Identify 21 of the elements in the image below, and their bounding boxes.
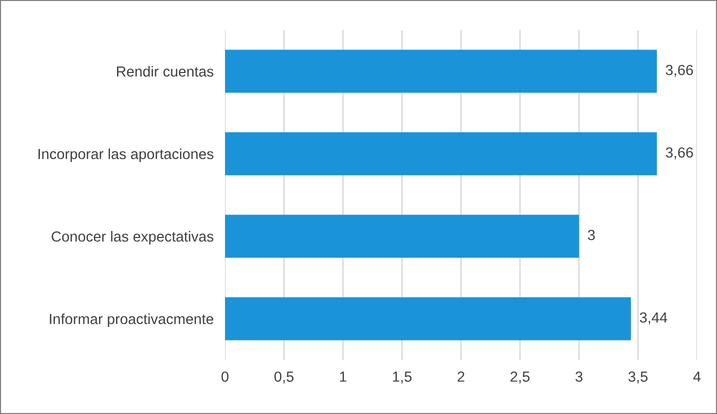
x-tick-label: 2 — [458, 371, 464, 382]
x-tick-label: 0 — [222, 371, 228, 382]
bar — [225, 214, 579, 258]
bar — [225, 132, 657, 176]
data-label: 3,44 — [640, 312, 668, 324]
bar — [225, 297, 631, 340]
x-tick-label: 3 — [576, 371, 582, 382]
y-tick-label: Informar proactivacmente — [50, 313, 214, 328]
y-tick-label: Incorporar las aportaciones — [38, 148, 214, 162]
data-label: 3,66 — [666, 147, 693, 160]
x-tick-label: 2,5 — [510, 371, 530, 384]
x-tick-label: 1,5 — [392, 372, 412, 384]
x-tick-label: 1 — [340, 372, 346, 382]
x-tick-label: 0,5 — [274, 371, 294, 384]
data-label: 3,66 — [666, 64, 693, 77]
data-label: 3 — [588, 230, 595, 240]
bar — [225, 50, 657, 93]
x-tick-label: 4 — [693, 372, 701, 382]
y-tick-label: Conocer las expectativas — [52, 230, 214, 245]
x-tick-label: 3,5 — [628, 371, 648, 384]
y-tick-label: Rendir cuentas — [117, 66, 214, 77]
